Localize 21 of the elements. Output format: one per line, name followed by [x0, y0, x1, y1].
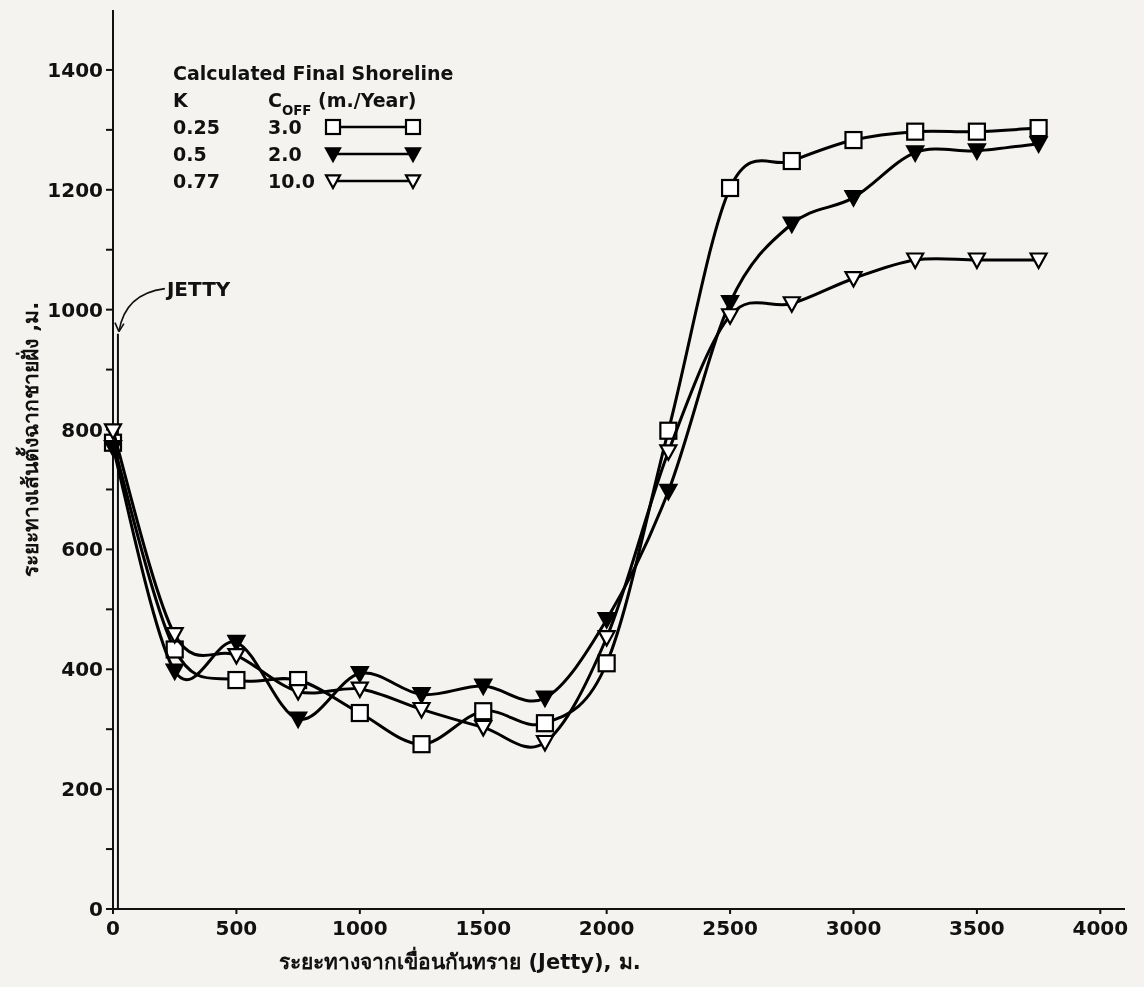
y-axis-title: ระยะทางเส้นตั้งฉากชายฝั่ง ,ม.: [15, 301, 43, 578]
x-axis-title: ระยะทางจากเขื่อนกันทราย (Jetty), ม.: [279, 946, 641, 974]
y-tick-label: 600: [61, 537, 103, 562]
x-tick-label: 1000: [331, 916, 388, 940]
y-tick-label: 200: [61, 777, 103, 802]
x-tick-label: 3000: [825, 916, 882, 940]
x-tick-label: 2000: [578, 916, 635, 940]
x-tick-label: 0: [106, 916, 120, 940]
y-tick-label: 1000: [47, 297, 103, 322]
y-tick-label: 0: [89, 897, 103, 921]
ref-line-label: JETTY: [164, 276, 231, 301]
y-tick-label: 1200: [47, 177, 103, 202]
x-tick-label: 3500: [949, 916, 1005, 940]
y-tick-label: 1400: [47, 57, 103, 82]
x-tick-label: 1500: [455, 916, 512, 940]
y-tick-label: 800: [61, 417, 103, 442]
x-tick-label: 500: [215, 916, 258, 940]
x-tick-label: 4000: [1072, 916, 1129, 940]
legend: Calculated Final Shoreline K C$_{OFF}$ (m./Year) 0.25 3.0 0.5 2.0 0.77 10.0: [173, 62, 454, 192]
x-tick-label: 2500: [702, 916, 758, 940]
y-tick-label: 400: [61, 657, 103, 682]
